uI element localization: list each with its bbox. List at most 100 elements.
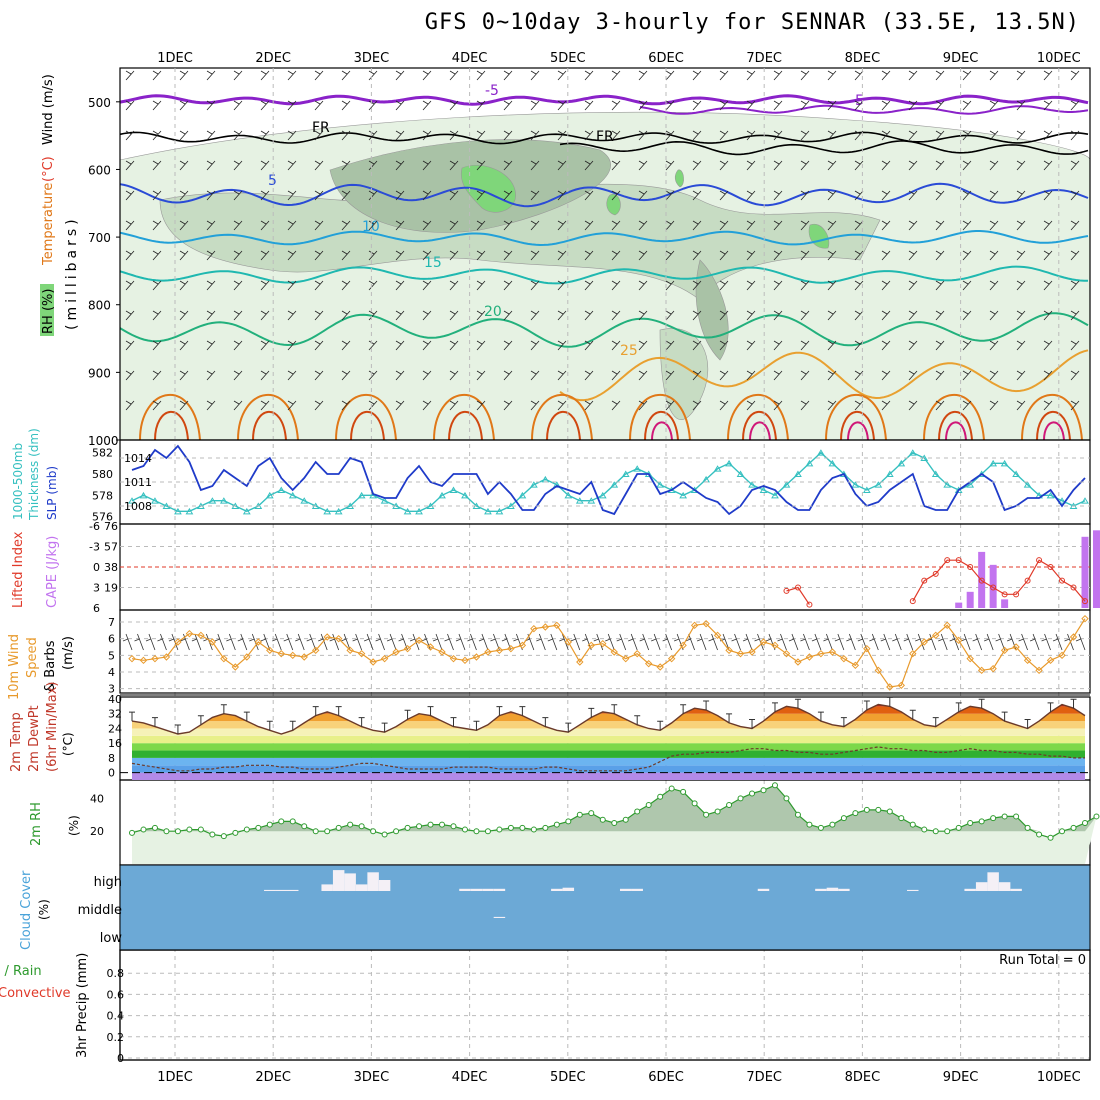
wind10-point — [713, 631, 722, 640]
wind-barb — [287, 340, 297, 351]
wind10-barb — [524, 633, 535, 651]
wind-barb — [638, 160, 648, 171]
wind-barb — [233, 190, 243, 201]
wind-barb — [746, 400, 756, 411]
wind-barb — [962, 370, 972, 381]
lifted-index-point — [794, 584, 801, 591]
wind-barb — [611, 370, 621, 381]
thickness-point — [265, 491, 274, 499]
rh-shading-6 — [606, 193, 621, 216]
wind-barb — [422, 280, 432, 291]
wind-barb — [1070, 280, 1080, 291]
wind-barb — [341, 70, 351, 81]
rh2m-tick-label: 20 — [90, 825, 104, 838]
rh2m-point — [680, 788, 687, 795]
temp2m-minmax-bar — [863, 700, 870, 711]
wind-barb — [449, 130, 459, 141]
wind10-barb — [1075, 633, 1086, 651]
wind-barb — [827, 190, 837, 201]
rh2m-point — [909, 821, 916, 828]
wind-barb — [449, 400, 459, 411]
wind-barb — [287, 190, 297, 201]
thickness-tick-label: 582 — [92, 447, 113, 460]
thickness-point — [128, 497, 136, 504]
rh2m-point — [255, 824, 262, 831]
wind-barb — [746, 250, 756, 261]
wind-barb — [314, 400, 324, 411]
wind-barb — [557, 250, 567, 261]
wind10-barb — [536, 633, 546, 651]
date-label-top: 9DEC — [943, 51, 979, 66]
cape-tick-label: 19 — [104, 582, 118, 595]
isotherm-0 — [119, 94, 1089, 106]
rh2m-point — [657, 793, 664, 800]
wind-barb — [989, 400, 999, 411]
wind-barb — [854, 310, 864, 321]
wind10-point — [736, 649, 745, 658]
wind-barb — [719, 340, 729, 351]
thickness-tick-label: 578 — [92, 489, 113, 502]
cloud-high-bar — [964, 888, 976, 891]
wind-barb — [719, 220, 729, 231]
wind-barb — [233, 280, 243, 291]
wind-barb — [1016, 400, 1026, 411]
wind-barb — [854, 340, 864, 351]
wind-barb — [530, 250, 540, 261]
wind-barb — [530, 280, 540, 291]
temp2m-minmax-bar — [840, 717, 847, 727]
wind10-point — [415, 636, 423, 645]
isotherm-30-loop-4 — [531, 394, 593, 441]
wind-barb — [800, 250, 810, 261]
wind-barb — [152, 340, 162, 351]
wind10-barb — [203, 633, 213, 651]
wind-barb — [854, 220, 864, 231]
precip-tick-label: 0.6 — [107, 988, 125, 1001]
wind-barb — [395, 310, 405, 321]
rh2m-point — [588, 810, 595, 817]
wind10-tick-label: 6 — [108, 633, 115, 646]
wind-barb — [800, 220, 810, 231]
wind-barb — [827, 340, 837, 351]
wind-barb — [152, 370, 162, 381]
wind-barb — [611, 250, 621, 261]
rh2m-point — [611, 820, 618, 826]
wind-barb — [773, 190, 783, 201]
wind-barb — [206, 220, 216, 231]
cape-tick-label: 76 — [104, 520, 118, 533]
wind-barb — [638, 250, 648, 261]
wind10-barb — [949, 633, 960, 651]
wind10-barb — [1029, 633, 1040, 651]
thickness-point — [828, 459, 837, 467]
wind-barb — [152, 70, 162, 81]
wind-barb — [476, 70, 486, 81]
temp2m-minmax-bar — [519, 706, 526, 716]
rh2m-point — [1093, 813, 1100, 820]
lifted-index-point — [967, 564, 974, 570]
wind-barb — [692, 370, 702, 381]
wind10-barb — [283, 633, 294, 651]
wind-barb — [638, 70, 648, 81]
temp2m-minmax-bar — [771, 702, 778, 712]
wind-barb — [962, 340, 972, 351]
wind-barb — [1070, 220, 1080, 231]
isotherm-35-loop-4 — [546, 410, 581, 441]
rh2m-point — [404, 824, 411, 831]
wind10-barb — [122, 633, 133, 651]
temp-bands — [132, 704, 1085, 780]
isotherm-35-loop-6 — [742, 410, 777, 441]
rh2m-area-high — [132, 785, 1097, 832]
pressure-tick-label: 800 — [88, 299, 111, 313]
wind-barb — [881, 130, 891, 141]
temp2m-minmax-bar — [427, 706, 434, 716]
wind-barb — [719, 400, 729, 411]
temp2m-minmax-bar — [909, 709, 916, 720]
wind-barb — [557, 220, 567, 231]
wind-barb — [395, 190, 405, 201]
wind10-barb — [157, 633, 167, 651]
rh2m-point — [553, 821, 560, 828]
wind-barb — [395, 100, 405, 111]
wind-barb — [908, 310, 918, 321]
cloud-high-bar — [1010, 888, 1022, 891]
wind10-barb — [983, 633, 994, 651]
rh2m-point — [186, 826, 193, 833]
